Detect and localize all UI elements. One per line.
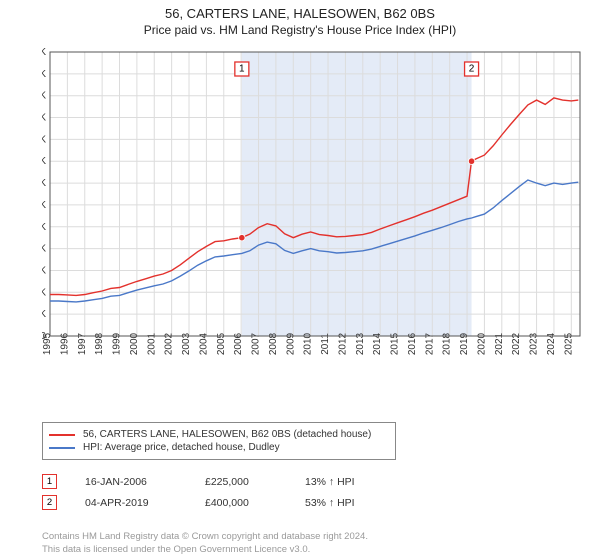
sale-price: £400,000 xyxy=(205,497,305,509)
sale-delta: 13% ↑ HPI xyxy=(305,476,395,488)
y-tick-label: £350K xyxy=(42,178,46,189)
chart-area: £0£50K£100K£150K£200K£250K£300K£350K£400… xyxy=(42,48,582,388)
sale-num-box: 1 xyxy=(42,474,57,489)
y-tick-label: £400K xyxy=(42,156,46,167)
legend-row: 56, CARTERS LANE, HALESOWEN, B62 0BS (de… xyxy=(49,429,389,440)
y-tick-label: £500K xyxy=(42,113,46,124)
sale-price: £225,000 xyxy=(205,476,305,488)
legend-swatch xyxy=(49,434,75,436)
legend: 56, CARTERS LANE, HALESOWEN, B62 0BS (de… xyxy=(42,422,396,460)
footer-line-1: Contains HM Land Registry data © Crown c… xyxy=(42,531,368,543)
sale-date: 16-JAN-2006 xyxy=(85,476,205,488)
sale-row: 1 16-JAN-2006£225,00013% ↑ HPI xyxy=(42,474,395,489)
y-tick-label: £600K xyxy=(42,69,46,80)
legend-label: HPI: Average price, detached house, Dudl… xyxy=(83,442,280,453)
sale-num-box: 2 xyxy=(42,495,57,510)
y-tick-label: £550K xyxy=(42,91,46,102)
chart-svg: £0£50K£100K£150K£200K£250K£300K£350K£400… xyxy=(42,48,582,388)
sale-date: 04-APR-2019 xyxy=(85,497,205,509)
sales-list: 1 16-JAN-2006£225,00013% ↑ HPI 2 04-APR-201… xyxy=(42,468,395,516)
y-tick-label: £50K xyxy=(42,309,46,320)
sale-delta: 53% ↑ HPI xyxy=(305,497,395,509)
legend-label: 56, CARTERS LANE, HALESOWEN, B62 0BS (de… xyxy=(83,429,371,440)
chart-subtitle: Price paid vs. HM Land Registry's House … xyxy=(0,23,600,37)
footer: Contains HM Land Registry data © Crown c… xyxy=(42,531,368,556)
chart-title: 56, CARTERS LANE, HALESOWEN, B62 0BS xyxy=(0,6,600,21)
sale-marker-dot xyxy=(468,158,474,164)
y-tick-label: £450K xyxy=(42,134,46,145)
y-tick-label: £100K xyxy=(42,287,46,298)
y-tick-label: £200K xyxy=(42,244,46,255)
sale-marker-dot xyxy=(239,234,245,240)
footer-line-2: This data is licensed under the Open Gov… xyxy=(42,544,368,556)
y-tick-label: £300K xyxy=(42,200,46,211)
y-tick-label: £250K xyxy=(42,222,46,233)
y-tick-label: £150K xyxy=(42,265,46,276)
sale-marker-num: 1 xyxy=(239,64,245,75)
chart-title-block: 56, CARTERS LANE, HALESOWEN, B62 0BS Pri… xyxy=(0,0,600,37)
y-tick-label: £650K xyxy=(42,48,46,58)
legend-swatch xyxy=(49,447,75,449)
sale-marker-num: 2 xyxy=(469,64,475,75)
legend-row: HPI: Average price, detached house, Dudl… xyxy=(49,442,389,453)
sale-row: 2 04-APR-2019£400,00053% ↑ HPI xyxy=(42,495,395,510)
